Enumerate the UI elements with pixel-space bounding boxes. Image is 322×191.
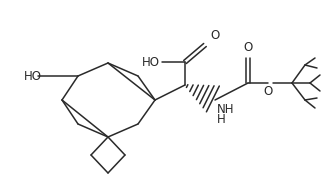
Text: HO: HO: [24, 70, 42, 83]
Text: HO: HO: [142, 56, 160, 69]
Text: O: O: [263, 85, 273, 98]
Text: NH: NH: [217, 103, 234, 116]
Text: H: H: [217, 113, 226, 126]
Text: O: O: [210, 29, 219, 42]
Text: O: O: [243, 41, 253, 54]
